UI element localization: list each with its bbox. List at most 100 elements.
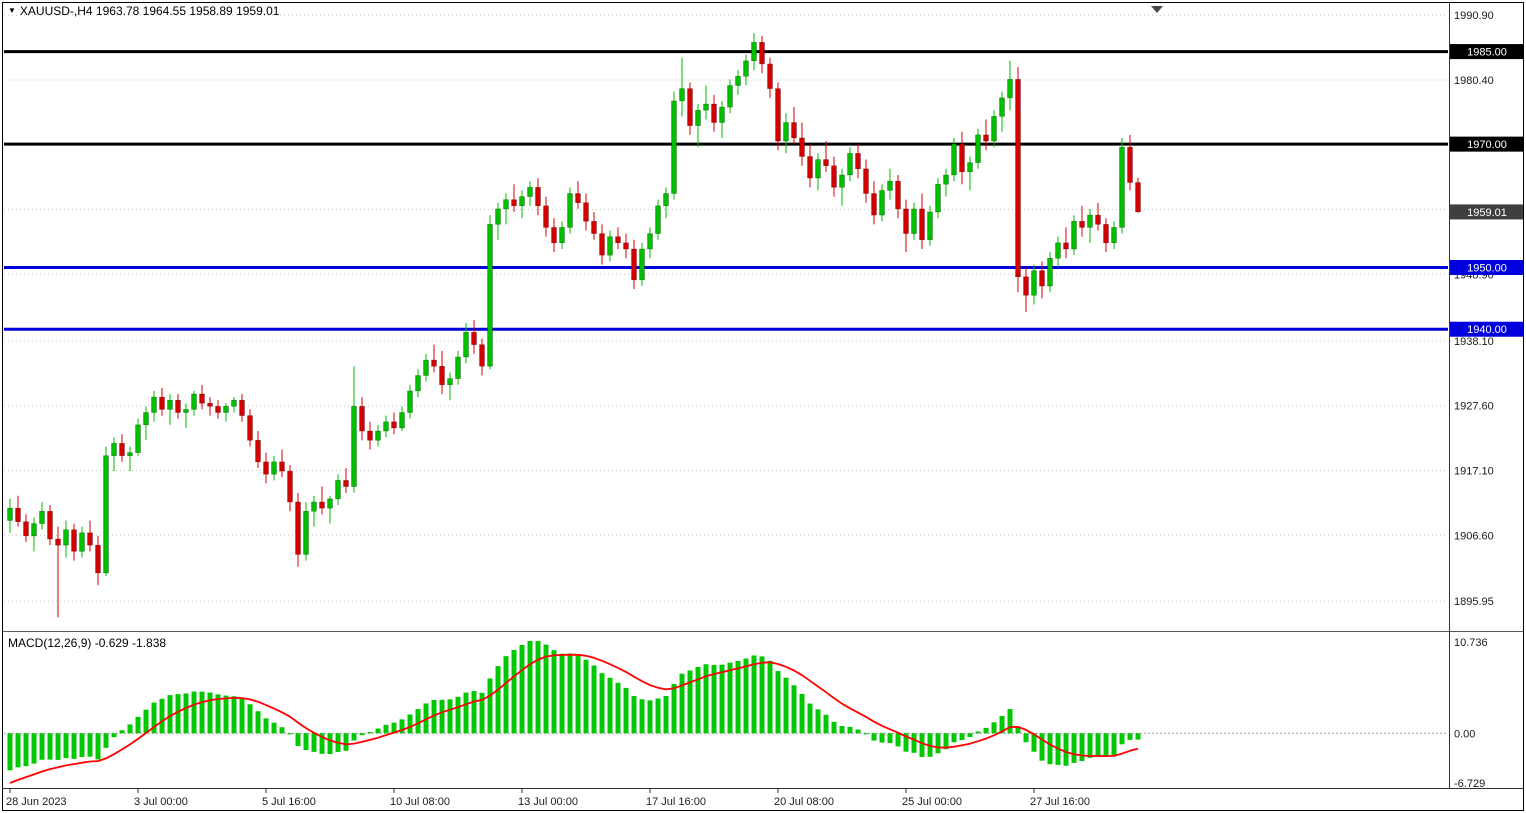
price-axis-label: 1980.40	[1454, 75, 1494, 87]
macd-histogram-bar	[967, 733, 973, 738]
candle-body-up	[455, 356, 461, 379]
macd-histogram-bar	[751, 655, 757, 734]
macd-histogram-bar	[871, 733, 877, 741]
macd-histogram-bar	[7, 733, 13, 771]
time-axis-label: 27 Jul 16:00	[1030, 796, 1090, 808]
macd-histogram-bar	[591, 665, 597, 734]
macd-histogram-bar	[119, 730, 125, 734]
macd-histogram-bar	[399, 719, 405, 734]
candle-body-up	[143, 412, 149, 426]
price-tag-label: 1940.00	[1467, 324, 1507, 336]
candle-body-up	[999, 97, 1005, 117]
candle-body-down	[215, 406, 221, 413]
candle-body-up	[495, 208, 501, 225]
candle-body-up	[991, 116, 997, 142]
candle-body-down	[55, 538, 61, 546]
candle-body-down	[823, 159, 829, 166]
candle-body-up	[751, 42, 757, 62]
macd-histogram-bar	[575, 655, 581, 734]
candle-body-up	[399, 412, 405, 429]
macd-histogram-bar	[263, 718, 269, 734]
macd-signal-line	[9, 653, 1139, 784]
candle-body-down	[623, 242, 629, 250]
macd-histogram-bar	[911, 733, 917, 753]
macd-histogram-bar	[679, 673, 685, 734]
price-tag[interactable]	[1450, 204, 1524, 220]
candle-body-up	[231, 399, 237, 407]
candle-body-down	[279, 461, 285, 472]
macd-histogram-bar	[831, 721, 837, 734]
candle-body-up	[31, 523, 37, 537]
price-axis[interactable]	[1450, 3, 1523, 788]
macd-histogram-bar	[95, 733, 101, 760]
candle-body-up	[375, 430, 381, 441]
macd-histogram-bar	[239, 698, 245, 734]
time-axis[interactable]	[3, 789, 1449, 810]
price-tag[interactable]	[1450, 321, 1524, 337]
macd-histogram-bar	[383, 724, 389, 734]
price-tag[interactable]	[1450, 260, 1524, 276]
candle-body-up	[111, 443, 117, 456]
macd-histogram-bar	[215, 694, 221, 734]
macd-histogram-bar	[431, 699, 437, 734]
candle-body-up	[943, 174, 949, 185]
macd-histogram-bar	[391, 722, 397, 734]
candle-body-up	[519, 196, 525, 207]
macd-histogram-bar	[1111, 733, 1117, 755]
candle-body-down	[71, 529, 77, 552]
candle-body-down	[535, 187, 541, 207]
macd-histogram-bar	[479, 692, 485, 734]
macd-histogram-bar	[1039, 733, 1045, 761]
macd-histogram-bar	[79, 733, 85, 757]
candle-body-up	[1055, 242, 1061, 259]
price-tag-label: 1950.00	[1467, 263, 1507, 275]
candle-body-up	[1119, 146, 1125, 228]
price-tag[interactable]	[1450, 136, 1524, 152]
candle-body-down	[367, 430, 373, 441]
price-tag[interactable]	[1450, 44, 1524, 60]
macd-histogram-bar	[463, 692, 469, 734]
price-axis-label: 1906.60	[1454, 530, 1494, 542]
macd-histogram-bar	[287, 733, 293, 735]
macd-histogram-bar	[87, 733, 93, 757]
macd-histogram-bar	[791, 685, 797, 734]
macd-histogram-bar	[551, 650, 557, 734]
macd-histogram-bar	[935, 733, 941, 754]
macd-histogram-bar	[23, 733, 29, 767]
macd-histogram-bar	[783, 677, 789, 734]
candle-body-up	[927, 211, 933, 241]
candle-body-up	[879, 190, 885, 216]
macd-histogram-bar	[55, 733, 61, 760]
macd-histogram-bar	[1023, 733, 1029, 743]
candle-body-down	[807, 156, 813, 179]
macd-histogram-bar	[663, 696, 669, 734]
candle-body-up	[647, 233, 653, 250]
time-axis-label: 20 Jul 08:00	[774, 796, 834, 808]
candle-body-down	[263, 461, 269, 475]
candle-body-up	[223, 406, 229, 413]
macd-histogram-bar	[671, 683, 677, 734]
macd-histogram-bar	[111, 733, 117, 738]
macd-histogram-bar	[599, 673, 605, 734]
candle-body-down	[119, 443, 125, 456]
macd-histogram-bar	[703, 664, 709, 734]
candle-body-down	[175, 399, 181, 413]
price-tag-label: 1970.00	[1467, 139, 1507, 151]
candle-body-down	[583, 202, 589, 222]
candle-body-down	[855, 153, 861, 170]
candle-body-down	[1015, 79, 1021, 278]
chart-shift-marker-icon[interactable]	[1151, 6, 1163, 13]
macd-histogram-bar	[1079, 733, 1085, 762]
macd-histogram-bar	[191, 691, 197, 734]
candle-body-down	[1127, 146, 1133, 183]
candle-body-up	[103, 455, 109, 574]
macd-histogram-bar	[135, 716, 141, 734]
macd-histogram-bar	[1103, 733, 1109, 757]
time-axis-label: 13 Jul 00:00	[518, 796, 578, 808]
macd-histogram-bar	[855, 729, 861, 734]
candle-body-down	[359, 406, 365, 432]
macd-histogram-bar	[471, 691, 477, 734]
symbol-marker-icon[interactable]: ▼	[8, 6, 16, 15]
